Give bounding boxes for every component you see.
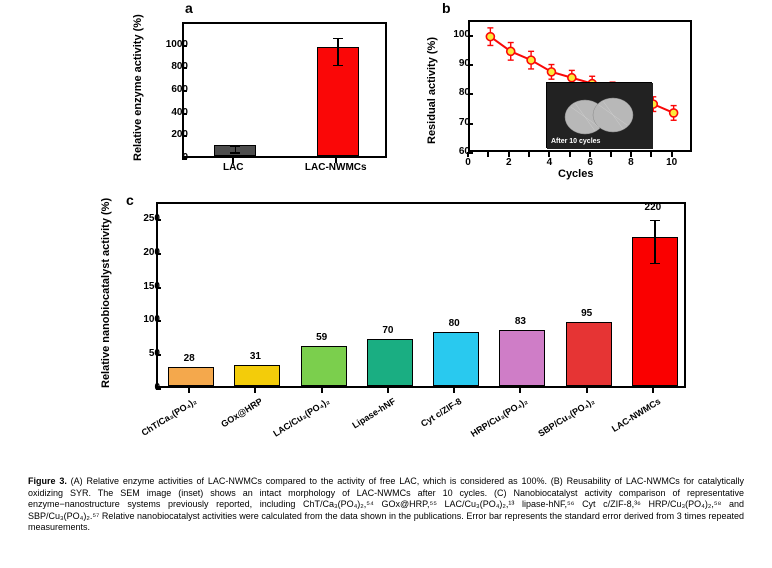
tick (610, 152, 612, 157)
bar-value-label: 95 (558, 308, 616, 319)
bar-2 (301, 346, 347, 386)
bar-value-label: 83 (491, 316, 549, 327)
tick (182, 45, 187, 47)
panel-b-xtick: 6 (582, 157, 598, 168)
tick (156, 253, 161, 255)
tick (156, 219, 161, 221)
bar-value-label: 59 (293, 332, 351, 343)
panel-b-xlabel: Cycles (558, 168, 593, 180)
panel-a-ylabel: Relative enzyme activity (%) (132, 14, 144, 161)
tick (519, 388, 521, 393)
panel-c: Relative nanobiocatalyst activity (%) 05… (100, 198, 700, 464)
panel-a-label: a (185, 0, 193, 16)
tick (468, 93, 473, 95)
panel-b-ytick: 80 (442, 87, 470, 98)
panel-b-ytick: 60 (442, 146, 470, 157)
tick (254, 388, 256, 393)
caption-fig-label: Figure 3. (28, 476, 67, 486)
panel-a-xcat: LAC (202, 162, 264, 173)
errbar (654, 220, 656, 263)
tick (232, 158, 234, 163)
panel-b-xtick: 2 (501, 157, 517, 168)
bar-value-label: 31 (226, 351, 284, 362)
tick (182, 67, 187, 69)
tick (188, 388, 190, 393)
tick (586, 388, 588, 393)
panel-b-ylabel: Residual activity (%) (426, 37, 438, 144)
bar-value-label: 80 (425, 318, 483, 329)
panel-b-xtick: 0 (460, 157, 476, 168)
errcap (650, 263, 660, 265)
panel-a-plot (182, 22, 387, 158)
panel-b: Residual activity (%) After 10 cycles (430, 16, 700, 184)
tick (453, 388, 455, 393)
panel-b-ytick: 70 (442, 117, 470, 128)
panel-b-inset-sem: After 10 cycles (546, 82, 652, 148)
errcap (333, 38, 343, 40)
inset-label: After 10 cycles (551, 138, 600, 145)
figure-3: a b c Relative enzyme activity (%) 02004… (0, 0, 772, 568)
tick (650, 152, 652, 157)
bar-5 (499, 330, 545, 386)
bar-value-label: 28 (160, 353, 218, 364)
bar-value-label: 70 (359, 325, 417, 336)
bar-4 (433, 332, 479, 386)
panel-a: Relative enzyme activity (%) 02004006008… (138, 16, 398, 184)
caption-text: (A) Relative enzyme activities of LAC-NW… (28, 476, 744, 532)
bar-value-label: 220 (624, 202, 682, 213)
figure-caption: Figure 3. (A) Relative enzyme activities… (28, 476, 744, 534)
tick (156, 287, 161, 289)
tick (528, 152, 530, 157)
panel-c-ylabel: Relative nanobiocatalyst activity (%) (100, 198, 112, 388)
bar-3 (367, 339, 413, 386)
panel-b-plot: After 10 cycles (468, 20, 692, 152)
bar-0 (168, 367, 214, 386)
tick (468, 123, 473, 125)
tick (182, 158, 187, 160)
tick (156, 388, 161, 390)
tick (487, 152, 489, 157)
panel-b-ytick: 90 (442, 58, 470, 69)
tick (569, 152, 571, 157)
tick (468, 64, 473, 66)
errbar (337, 38, 339, 65)
tick (182, 135, 187, 137)
panel-b-label: b (442, 0, 451, 16)
tick (182, 90, 187, 92)
panel-b-xtick: 8 (623, 157, 639, 168)
tick (321, 388, 323, 393)
tick (335, 158, 337, 163)
panel-b-xtick: 10 (664, 157, 680, 168)
tick (182, 113, 187, 115)
tick (468, 35, 473, 37)
bar-1 (234, 365, 280, 386)
errcap (650, 220, 660, 222)
bar-6 (566, 322, 612, 386)
tick (387, 388, 389, 393)
errcap (230, 152, 240, 154)
panel-a-xcat: LAC-NWMCs (305, 162, 367, 173)
tick (652, 388, 654, 393)
errcap (230, 145, 240, 147)
panel-b-ytick: 100 (442, 29, 470, 40)
errcap (333, 65, 343, 67)
tick (156, 320, 161, 322)
panel-b-xtick: 4 (541, 157, 557, 168)
